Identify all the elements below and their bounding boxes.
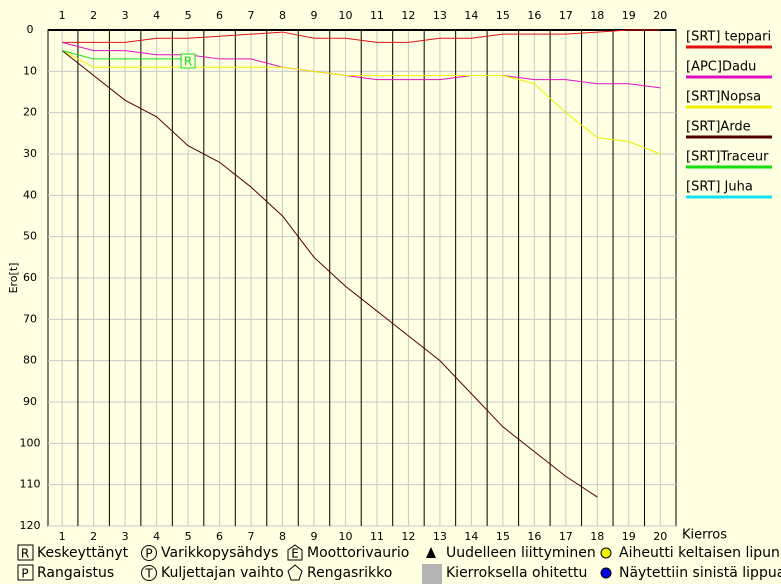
y-tick-label: 60 [23, 271, 37, 284]
legend-label: [SRT]Traceur [686, 150, 769, 165]
y-tick-label: 70 [23, 312, 37, 325]
x-tick-label: 1 [59, 9, 66, 22]
annotation: R [184, 55, 192, 69]
x-tick-label: 5 [185, 9, 192, 22]
x-tick-label: 17 [559, 9, 573, 22]
x-tick-label: 10 [338, 530, 352, 543]
x-tick-label: 7 [248, 530, 255, 543]
x-tick-label: 16 [527, 9, 541, 22]
legend-symbol [141, 545, 157, 561]
series-line [62, 41, 661, 89]
x-tick-label: 14 [464, 9, 478, 22]
legend-symbol [141, 565, 157, 581]
x-tick-label: 4 [153, 530, 160, 543]
x-tick-label: 3 [122, 530, 129, 543]
legend-symbol [422, 564, 442, 584]
x-tick-label: 9 [310, 530, 317, 543]
legend-label: Varikkopysähdys [161, 545, 278, 561]
y-tick-label: 20 [23, 106, 37, 119]
x-tick-label: 13 [433, 9, 447, 22]
x-tick-label: 3 [122, 9, 129, 22]
x-tick-label: 8 [279, 530, 286, 543]
legend-symbol-letter: P [145, 547, 152, 561]
x-tick-label: 15 [496, 530, 510, 543]
x-tick-label: 17 [559, 530, 573, 543]
legend-label: [SRT]Arde [686, 120, 751, 135]
x-tick-label: 16 [527, 530, 541, 543]
y-axis-label: Ero[t] [7, 263, 20, 294]
x-tick-label: 13 [433, 530, 447, 543]
x-tick-label: 11 [370, 9, 384, 22]
y-tick-label: 90 [23, 395, 37, 408]
x-tick-label: 2 [90, 530, 97, 543]
x-tick-label: 20 [653, 530, 667, 543]
legend-label: Rangaistus [37, 565, 114, 581]
legend-label: Rengasrikko [307, 565, 392, 581]
series-line [61, 50, 661, 155]
y-tick-label: 50 [23, 230, 37, 243]
legend-symbol-letter: E [291, 547, 299, 561]
legend-symbol [17, 564, 34, 581]
x-tick-label: 18 [590, 530, 604, 543]
legend-symbol [426, 547, 436, 558]
y-tick-label: 0 [27, 23, 34, 36]
legend-symbol [600, 547, 612, 559]
y-tick-label: 80 [23, 354, 37, 367]
legend-label: [SRT] Juha [686, 180, 753, 195]
y-tick-label: 110 [20, 478, 41, 491]
x-tick-label: 19 [622, 9, 636, 22]
legend-label: Kierroksella ohitettu [446, 565, 587, 581]
x-tick-label: 18 [590, 9, 604, 22]
legend-label: [SRT]Nopsa [686, 90, 761, 105]
legend-label: Näytettiin sinistä lippua [619, 565, 781, 581]
x-tick-label: 4 [153, 9, 160, 22]
series-line [62, 29, 661, 43]
x-tick-label: 12 [401, 530, 415, 543]
legend-symbol-letter: P [21, 567, 28, 581]
series-line [61, 50, 598, 498]
legend-label: Kuljettajan vaihto [161, 565, 284, 581]
x-tick-label: 5 [185, 530, 192, 543]
x-tick-label: 8 [279, 9, 286, 22]
x-tick-label: 2 [90, 9, 97, 22]
legend-label: Uudelleen liittyminen [446, 545, 596, 561]
legend-label: Moottorivaurio [307, 545, 409, 561]
x-tick-label: 15 [496, 9, 510, 22]
legend-symbol-letter: R [21, 547, 29, 561]
x-tick-label: 10 [338, 9, 352, 22]
x-tick-label: 6 [216, 9, 223, 22]
x-tick-label: 19 [622, 530, 636, 543]
x-tick-label: 20 [653, 9, 667, 22]
x-axis-label: Kierros [682, 528, 727, 543]
legend-label: Aiheutti keltaisen lipun [619, 545, 780, 561]
y-tick-label: 30 [23, 147, 37, 160]
legend-label: [SRT] teppari [686, 30, 771, 45]
x-tick-label: 11 [370, 530, 384, 543]
x-tick-label: 7 [248, 9, 255, 22]
x-tick-label: 6 [216, 530, 223, 543]
legend-symbol-letter: T [144, 567, 153, 581]
legend-label: [APC]Dadu [686, 60, 756, 75]
x-tick-label: 9 [310, 9, 317, 22]
x-tick-label: 1 [59, 530, 66, 543]
y-tick-label: 40 [23, 188, 37, 201]
y-tick-label: 120 [20, 519, 41, 532]
annotation-box [180, 53, 196, 69]
legend-symbol [287, 564, 303, 581]
legend-symbol [17, 544, 34, 561]
y-tick-label: 10 [23, 64, 37, 77]
legend-symbol [600, 567, 612, 579]
legend-label: Keskeyttänyt [37, 545, 129, 561]
series-line [62, 50, 189, 60]
y-tick-label: 100 [20, 436, 41, 449]
x-tick-label: 12 [401, 9, 415, 22]
x-tick-label: 14 [464, 530, 478, 543]
legend-symbol [287, 544, 303, 561]
